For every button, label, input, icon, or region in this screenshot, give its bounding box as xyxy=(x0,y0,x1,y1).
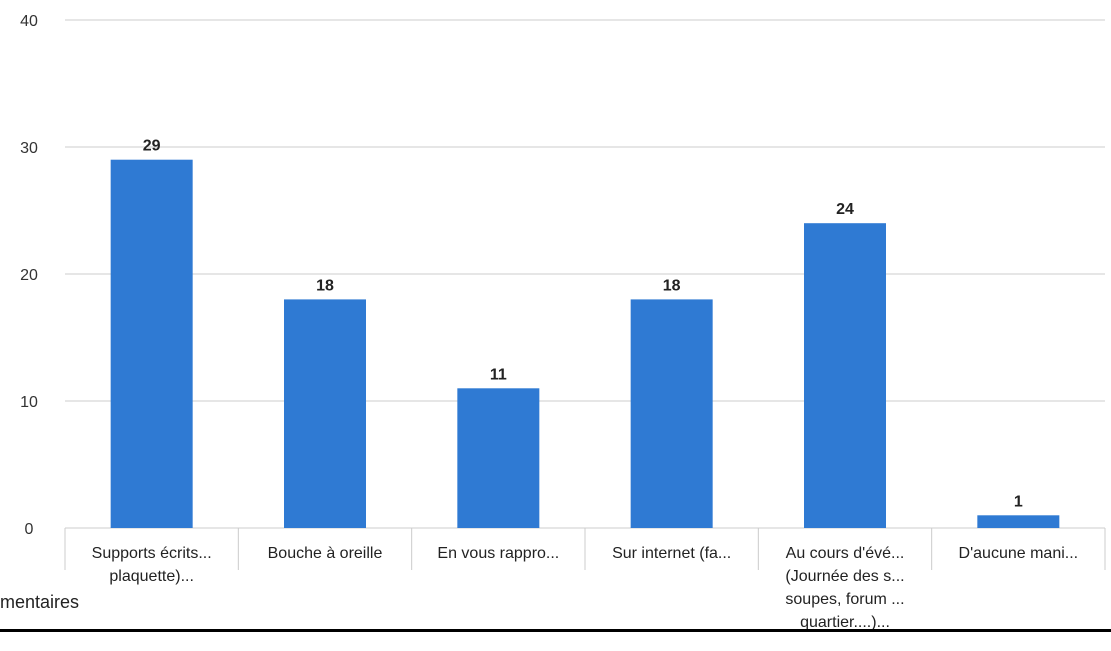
y-tick-label: 40 xyxy=(20,13,38,30)
bar xyxy=(630,299,713,528)
category-label: En vous rappro... xyxy=(437,545,559,562)
footer-divider xyxy=(0,629,1111,632)
category-label: Supports écrits... xyxy=(92,545,212,562)
data-label: 24 xyxy=(836,201,854,218)
category-labels: Supports écrits... plaquette)... Bouche à … xyxy=(92,545,1078,631)
data-label: 18 xyxy=(316,277,334,294)
bar xyxy=(284,299,366,528)
data-labels: 29 18 11 18 24 1 xyxy=(143,138,1023,511)
grid-lines xyxy=(64,19,1106,570)
bar xyxy=(804,223,886,528)
y-tick-label: 0 xyxy=(25,521,34,538)
data-label: 18 xyxy=(663,277,681,294)
data-label: 29 xyxy=(143,138,161,155)
y-tick-label: 30 xyxy=(20,140,38,157)
y-axis-ticks: 0 10 20 30 40 xyxy=(20,13,38,538)
category-label: Au cours d'évé... xyxy=(786,545,905,562)
bars xyxy=(110,159,1060,528)
bar xyxy=(110,159,193,528)
category-label: quartier....)... xyxy=(800,614,890,631)
data-label: 1 xyxy=(1014,493,1023,510)
category-label: plaquette)... xyxy=(109,568,194,585)
footer-text: mentaires xyxy=(0,592,80,612)
y-tick-label: 20 xyxy=(20,267,38,284)
data-label: 11 xyxy=(490,366,507,383)
category-label: soupes, forum ... xyxy=(785,591,904,608)
category-label: D'aucune mani... xyxy=(959,545,1079,562)
bar xyxy=(457,388,540,528)
category-label: Sur internet (fa... xyxy=(612,545,731,562)
category-label: (Journée des s... xyxy=(785,568,904,585)
category-label: Bouche à oreille xyxy=(268,545,383,562)
y-tick-label: 10 xyxy=(20,394,38,411)
bar xyxy=(977,515,1060,528)
